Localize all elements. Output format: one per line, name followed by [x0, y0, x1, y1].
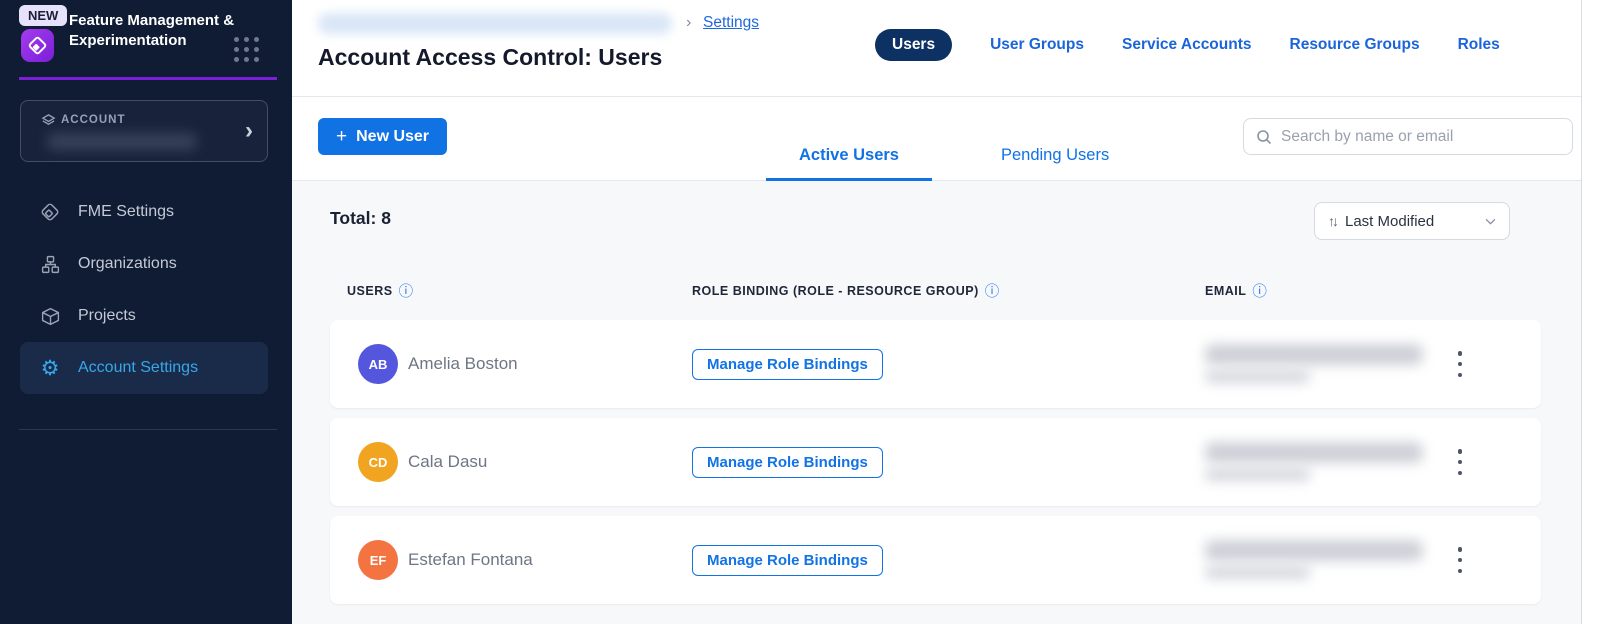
column-header-users: USERS ⓘ: [347, 280, 414, 301]
table-row: AB Amelia Boston Manage Role Bindings: [330, 320, 1541, 408]
user-name: Cala Dasu: [408, 452, 488, 471]
kebab-menu-icon[interactable]: [1452, 449, 1468, 475]
breadcrumb-redacted: [318, 13, 672, 34]
search-input[interactable]: [1281, 127, 1560, 146]
kebab-menu-icon[interactable]: [1452, 547, 1468, 573]
manage-role-bindings-button[interactable]: Manage Role Bindings: [692, 545, 883, 576]
breadcrumb-settings-link[interactable]: Settings: [703, 14, 760, 31]
purple-divider: [19, 77, 277, 80]
layers-icon: [41, 114, 56, 126]
nav-tab-roles[interactable]: Roles: [1457, 36, 1500, 53]
nav-tab-service-accounts[interactable]: Service Accounts: [1121, 36, 1252, 53]
users-content: Total: 8 ↑↓ Last Modified USERS ⓘ ROLE B…: [292, 181, 1581, 624]
manage-role-bindings-button[interactable]: Manage Role Bindings: [692, 349, 883, 380]
fme-logo-outline-icon: [38, 201, 62, 223]
tab-pending-users[interactable]: Pending Users: [1000, 146, 1110, 164]
sidebar-item-label: Organizations: [78, 255, 177, 272]
search-box: [1243, 118, 1573, 155]
sort-arrows-icon: ↑↓: [1328, 213, 1339, 229]
sidebar-item-label: Account Settings: [78, 359, 199, 376]
page-header: › Settings Account Access Control: Users…: [292, 0, 1581, 97]
tab-active-users[interactable]: Active Users: [766, 146, 932, 181]
user-name: Estefan Fontana: [408, 550, 533, 569]
user-name: Amelia Boston: [408, 354, 518, 373]
sidebar: NEW Feature Management & Experimentation…: [0, 0, 292, 624]
info-icon[interactable]: ⓘ: [1252, 284, 1268, 300]
email-redacted: [1205, 540, 1423, 561]
table-row: EF Estefan Fontana Manage Role Bindings: [330, 516, 1541, 604]
sidebar-item-label: Projects: [78, 307, 136, 324]
access-control-nav: Users User Groups Service Accounts Resou…: [875, 29, 1500, 61]
chevron-right-icon: ›: [245, 117, 253, 144]
fme-logo-icon: [21, 29, 54, 62]
breadcrumb-separator-icon: ›: [686, 14, 692, 31]
plus-icon: +: [336, 125, 348, 147]
column-header-role-binding: ROLE BINDING (ROLE - RESOURCE GROUP) ⓘ: [692, 280, 1000, 301]
search-icon: [1257, 129, 1272, 144]
kebab-menu-icon[interactable]: [1452, 351, 1468, 377]
manage-role-bindings-button[interactable]: Manage Role Bindings: [692, 447, 883, 478]
new-user-button[interactable]: + New User: [318, 118, 448, 155]
user-state-tabs: Active Users Pending Users: [766, 146, 1142, 181]
total-count: Total: 8: [330, 208, 391, 228]
main-area: › Settings Account Access Control: Users…: [292, 0, 1600, 624]
nav-tab-user-groups[interactable]: User Groups: [990, 36, 1084, 53]
table-header-row: USERS ⓘ ROLE BINDING (ROLE - RESOURCE GR…: [330, 280, 1541, 301]
sidebar-item-label: FME Settings: [78, 203, 175, 220]
email-redacted: [1205, 370, 1310, 383]
sidebar-item-projects[interactable]: Projects: [20, 290, 268, 342]
new-user-button-label: New User: [356, 127, 430, 145]
new-badge: NEW: [19, 5, 68, 26]
gear-icon: ⚙: [40, 356, 60, 380]
sidebar-item-organizations[interactable]: Organizations: [20, 238, 268, 290]
nav-tab-resource-groups[interactable]: Resource Groups: [1289, 36, 1420, 53]
email-redacted: [1205, 468, 1310, 481]
sort-dropdown[interactable]: ↑↓ Last Modified: [1314, 202, 1510, 240]
sidebar-divider: [19, 429, 277, 430]
chevron-down-icon: [1485, 218, 1496, 225]
page-right-edge: [1581, 0, 1600, 624]
sidebar-menu: FME Settings Organizations: [20, 186, 268, 394]
email-redacted: [1205, 442, 1423, 463]
toolbar: + New User Active Users Pending Users: [292, 97, 1581, 181]
table-row: CD Cala Dasu Manage Role Bindings: [330, 418, 1541, 506]
avatar: EF: [358, 540, 398, 580]
sidebar-item-fme-settings[interactable]: FME Settings: [20, 186, 268, 238]
app-switcher-grid-icon[interactable]: [234, 37, 260, 63]
account-selector[interactable]: ACCOUNT ›: [20, 100, 268, 162]
account-label: ACCOUNT: [61, 114, 126, 126]
avatar: CD: [358, 442, 398, 482]
nav-tab-users[interactable]: Users: [875, 29, 953, 61]
sidebar-item-account-settings[interactable]: ⚙ Account Settings: [20, 342, 268, 394]
product-title: Feature Management & Experimentation: [69, 12, 235, 49]
column-header-email: EMAIL ⓘ: [1205, 280, 1267, 301]
info-icon[interactable]: ⓘ: [398, 284, 414, 300]
email-redacted: [1205, 344, 1423, 365]
info-icon[interactable]: ⓘ: [984, 284, 1000, 300]
cube-icon: [38, 306, 62, 327]
avatar: AB: [358, 344, 398, 384]
org-chart-icon: [38, 254, 62, 275]
page-title: Account Access Control: Users: [318, 44, 663, 70]
email-redacted: [1205, 566, 1310, 579]
account-name-redacted: [47, 133, 197, 150]
sort-dropdown-value: Last Modified: [1345, 212, 1435, 230]
